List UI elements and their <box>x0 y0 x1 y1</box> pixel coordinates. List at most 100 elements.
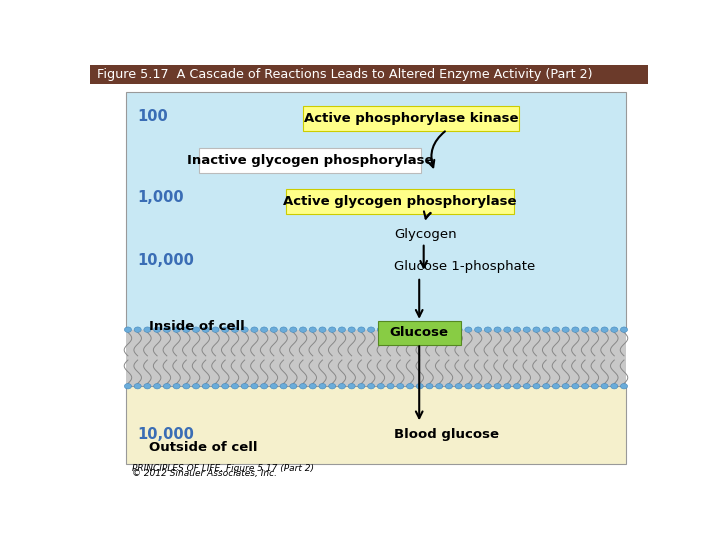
Ellipse shape <box>416 327 423 332</box>
Ellipse shape <box>455 327 462 332</box>
Ellipse shape <box>319 327 326 332</box>
Ellipse shape <box>407 383 413 389</box>
Ellipse shape <box>241 383 248 389</box>
Bar <box>126 386 626 464</box>
Ellipse shape <box>601 383 608 389</box>
Text: Inactive glycogen phosphorylase: Inactive glycogen phosphorylase <box>187 154 433 167</box>
Ellipse shape <box>202 383 210 389</box>
Text: Glycogen: Glycogen <box>394 228 456 241</box>
Ellipse shape <box>261 383 268 389</box>
Ellipse shape <box>368 383 374 389</box>
Ellipse shape <box>494 327 501 332</box>
Ellipse shape <box>416 383 423 389</box>
Ellipse shape <box>523 383 530 389</box>
Text: © 2012 Sinauer Associates, Inc.: © 2012 Sinauer Associates, Inc. <box>132 469 277 478</box>
Ellipse shape <box>485 327 491 332</box>
FancyBboxPatch shape <box>286 188 513 214</box>
Ellipse shape <box>368 327 374 332</box>
Ellipse shape <box>436 327 443 332</box>
Ellipse shape <box>504 327 510 332</box>
Bar <box>90 65 648 84</box>
Ellipse shape <box>183 327 190 332</box>
Ellipse shape <box>387 327 394 332</box>
Ellipse shape <box>212 383 219 389</box>
FancyBboxPatch shape <box>302 106 519 131</box>
Ellipse shape <box>231 327 238 332</box>
Ellipse shape <box>222 327 229 332</box>
Ellipse shape <box>387 383 394 389</box>
Ellipse shape <box>377 383 384 389</box>
Text: 100: 100 <box>138 109 168 124</box>
Ellipse shape <box>513 383 521 389</box>
Ellipse shape <box>494 383 501 389</box>
Text: Inside of cell: Inside of cell <box>148 320 244 333</box>
Ellipse shape <box>485 383 491 389</box>
Ellipse shape <box>358 383 365 389</box>
Ellipse shape <box>192 327 199 332</box>
Ellipse shape <box>513 327 521 332</box>
Ellipse shape <box>222 383 229 389</box>
Ellipse shape <box>397 327 404 332</box>
Ellipse shape <box>611 383 618 389</box>
Ellipse shape <box>426 327 433 332</box>
Ellipse shape <box>270 327 277 332</box>
Ellipse shape <box>562 327 570 332</box>
Ellipse shape <box>144 327 151 332</box>
Ellipse shape <box>407 327 413 332</box>
Ellipse shape <box>125 383 132 389</box>
Ellipse shape <box>289 383 297 389</box>
Ellipse shape <box>183 383 190 389</box>
Ellipse shape <box>582 383 589 389</box>
Ellipse shape <box>552 327 559 332</box>
Ellipse shape <box>328 327 336 332</box>
Ellipse shape <box>300 383 307 389</box>
Text: 10,000: 10,000 <box>138 427 194 442</box>
Ellipse shape <box>300 327 307 332</box>
FancyBboxPatch shape <box>378 321 461 346</box>
Ellipse shape <box>455 383 462 389</box>
Text: Blood glucose: Blood glucose <box>394 428 499 441</box>
Ellipse shape <box>338 383 346 389</box>
Ellipse shape <box>397 383 404 389</box>
Ellipse shape <box>474 327 482 332</box>
Ellipse shape <box>465 383 472 389</box>
Text: Active glycogen phosphorylase: Active glycogen phosphorylase <box>283 195 516 208</box>
Ellipse shape <box>611 327 618 332</box>
Ellipse shape <box>241 327 248 332</box>
Ellipse shape <box>523 327 530 332</box>
Ellipse shape <box>212 327 219 332</box>
Ellipse shape <box>280 327 287 332</box>
Ellipse shape <box>173 383 180 389</box>
Ellipse shape <box>474 383 482 389</box>
Ellipse shape <box>358 327 365 332</box>
Ellipse shape <box>533 383 540 389</box>
Ellipse shape <box>192 383 199 389</box>
Ellipse shape <box>309 327 316 332</box>
Ellipse shape <box>134 383 141 389</box>
Ellipse shape <box>270 383 277 389</box>
Ellipse shape <box>144 383 151 389</box>
Ellipse shape <box>436 383 443 389</box>
Ellipse shape <box>582 327 589 332</box>
Ellipse shape <box>125 327 132 332</box>
Ellipse shape <box>591 383 598 389</box>
Ellipse shape <box>621 327 628 332</box>
Ellipse shape <box>552 383 559 389</box>
Ellipse shape <box>348 383 355 389</box>
Ellipse shape <box>446 327 452 332</box>
Ellipse shape <box>163 383 171 389</box>
Ellipse shape <box>504 383 510 389</box>
Ellipse shape <box>202 327 210 332</box>
Ellipse shape <box>446 383 452 389</box>
Ellipse shape <box>251 327 258 332</box>
Ellipse shape <box>426 383 433 389</box>
Bar <box>126 92 626 329</box>
Ellipse shape <box>289 327 297 332</box>
Text: Active phosphorylase kinase: Active phosphorylase kinase <box>304 112 518 125</box>
Ellipse shape <box>163 327 171 332</box>
Text: Figure 5.17  A Cascade of Reactions Leads to Altered Enzyme Activity (Part 2): Figure 5.17 A Cascade of Reactions Leads… <box>96 68 592 80</box>
Ellipse shape <box>621 383 628 389</box>
Ellipse shape <box>465 327 472 332</box>
Ellipse shape <box>251 383 258 389</box>
Ellipse shape <box>280 383 287 389</box>
